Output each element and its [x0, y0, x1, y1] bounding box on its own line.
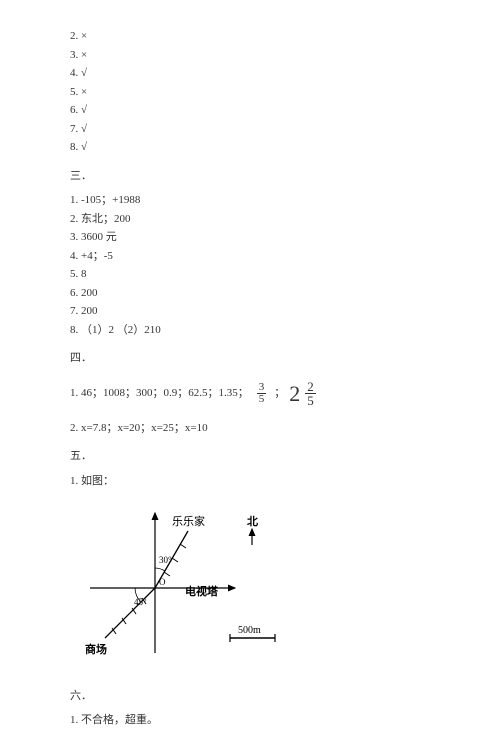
- fraction-den: 5: [257, 394, 267, 405]
- section-6-head: 六．: [70, 688, 430, 705]
- judge-item: 8. √: [70, 139, 430, 156]
- label-tower: 电视塔: [185, 584, 219, 598]
- fill-item: 5. 8: [70, 266, 430, 283]
- line-mall: [105, 588, 155, 638]
- calc-prefix: 1. 46；1008；300；0.9；62.5；1.35；: [70, 385, 249, 402]
- judge-text: 2: [70, 30, 76, 42]
- label-north: 北: [247, 514, 258, 528]
- diagram-svg: 乐乐家 北 电视塔 30° 45° O 商场 500m: [80, 503, 290, 668]
- label-origin: O: [159, 577, 166, 587]
- section-6-line1: 1. 不合格，超重。: [70, 712, 430, 729]
- angle-arc-1: [155, 568, 165, 571]
- section-5-line1: 1. 如图：: [70, 473, 430, 490]
- judge-item: 4. √: [70, 65, 430, 82]
- label-lele: 乐乐家: [172, 514, 205, 528]
- judge-item: 5. ×: [70, 84, 430, 101]
- judge-mark: ×: [81, 30, 87, 42]
- label-angle-45: 45°: [134, 597, 147, 607]
- judge-text: 7: [70, 123, 76, 135]
- judge-mark: √: [81, 123, 87, 135]
- calc-line-2: 2. x=7.8；x=20；x=25；x=10: [70, 420, 430, 437]
- fill-item: 3. 3600 元: [70, 229, 430, 246]
- section-3-head: 三．: [70, 168, 430, 185]
- judge-text: 4: [70, 67, 76, 79]
- fill-item: 7. 200: [70, 303, 430, 320]
- calc-line-1: 1. 46；1008；300；0.9；62.5；1.35； 3 5 ； 2 2 …: [70, 377, 430, 410]
- fraction-num: 2: [305, 380, 316, 394]
- judge-text: 6: [70, 104, 76, 116]
- section-2-list: 2. × 3. × 4. √ 5. × 6. √ 7. √ 8. √: [70, 28, 430, 156]
- judge-mark: ×: [81, 49, 87, 61]
- mixed-number: 2 2 5: [289, 377, 320, 410]
- judge-mark: ×: [81, 86, 87, 98]
- judge-mark: √: [81, 104, 87, 116]
- judge-text: 3: [70, 49, 76, 61]
- fraction-den: 5: [305, 394, 316, 407]
- judge-item: 3. ×: [70, 47, 430, 64]
- section-4-head: 四．: [70, 350, 430, 367]
- fill-item: 1. -105；+1988: [70, 192, 430, 209]
- fraction-1: 3 5: [257, 382, 267, 405]
- section-3-list: 1. -105；+1988 2. 东北；200 3. 3600 元 4. +4；…: [70, 192, 430, 338]
- judge-item: 7. √: [70, 121, 430, 138]
- label-angle-30: 30°: [159, 555, 172, 565]
- fill-item: 8. （1）2 （2）210: [70, 322, 430, 339]
- fraction-num: 3: [257, 382, 267, 394]
- section-5-head: 五．: [70, 448, 430, 465]
- fill-item: 4. +4；-5: [70, 248, 430, 265]
- judge-text: 8: [70, 141, 76, 153]
- direction-diagram: 乐乐家 北 电视塔 30° 45° O 商场 500m: [80, 503, 430, 674]
- judge-text: 5: [70, 86, 76, 98]
- label-mall: 商场: [85, 642, 107, 656]
- fill-item: 2. 东北；200: [70, 211, 430, 228]
- judge-item: 2. ×: [70, 28, 430, 45]
- mixed-fraction: 2 5: [305, 380, 316, 407]
- scale-label: 500m: [238, 625, 261, 636]
- fill-item: 6. 200: [70, 285, 430, 302]
- separator: ；: [274, 385, 285, 402]
- judge-item: 6. √: [70, 102, 430, 119]
- judge-mark: √: [81, 141, 87, 153]
- judge-mark: √: [81, 67, 87, 79]
- mixed-whole: 2: [289, 377, 300, 410]
